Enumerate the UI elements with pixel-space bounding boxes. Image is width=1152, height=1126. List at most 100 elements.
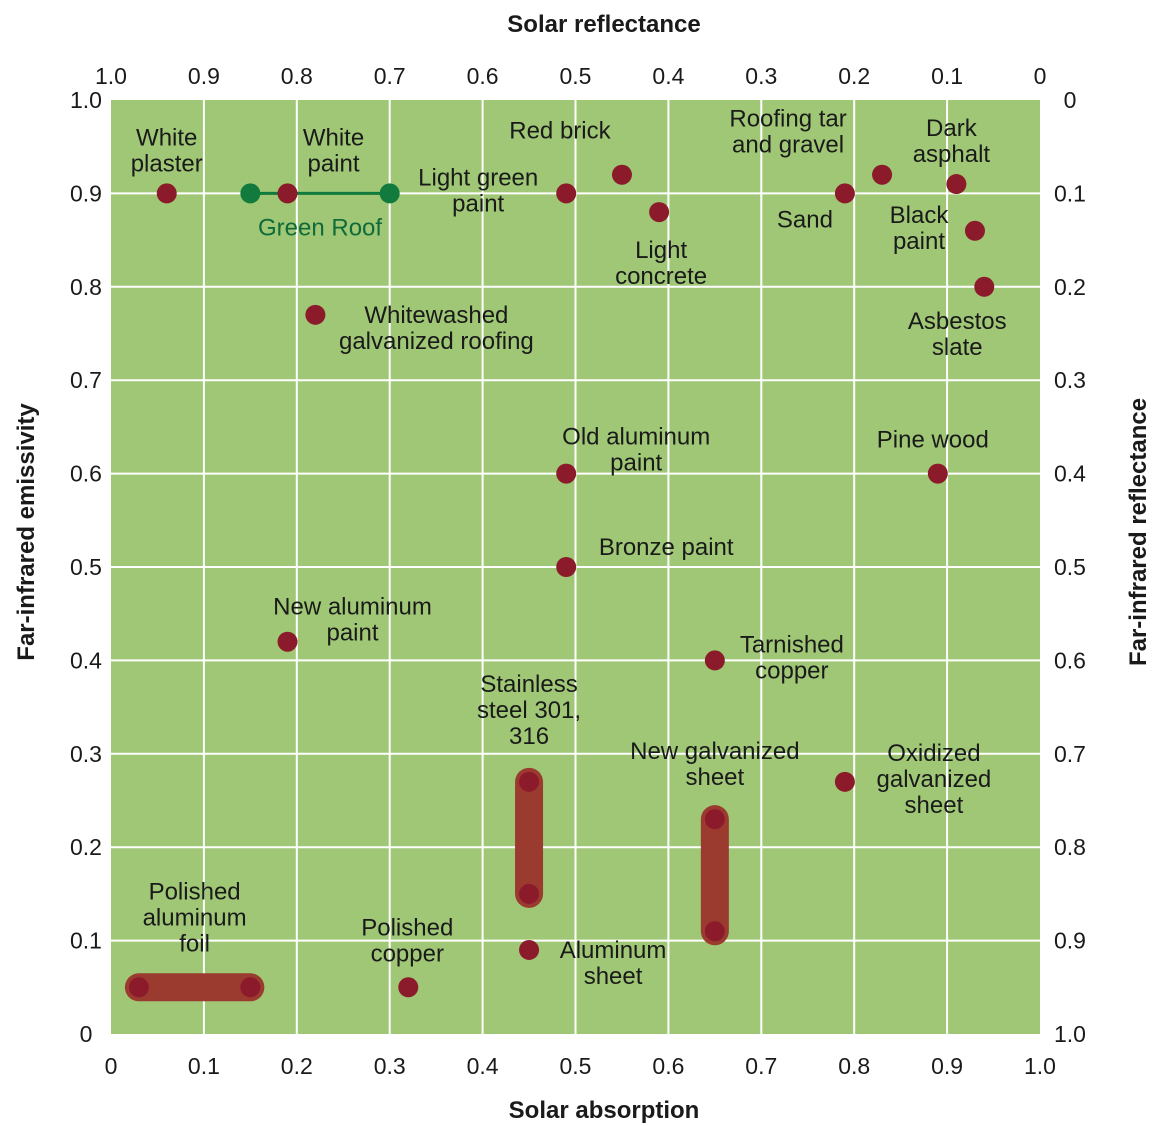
- y-tick-label: 0: [80, 1021, 93, 1047]
- point-label-line: 316: [509, 723, 549, 750]
- point-label-line: Roofing tar: [729, 106, 846, 133]
- point-label-line: Pine wood: [877, 427, 989, 454]
- point-label-line: paint: [326, 620, 378, 647]
- point-label-line: and gravel: [732, 132, 844, 159]
- data-point: [704, 650, 725, 671]
- top-tick-label: 0.8: [281, 63, 313, 89]
- data-point: [305, 304, 326, 325]
- point-label: White plaster: [131, 124, 203, 177]
- y-tick-label: 0.3: [70, 741, 102, 767]
- point-label-line: Oxidized: [887, 740, 980, 767]
- data-point: [964, 220, 985, 241]
- right-tick-label: 0.1: [1054, 180, 1086, 206]
- data-point: [277, 631, 298, 652]
- point-label-line: asphalt: [913, 141, 991, 168]
- x-tick-label: 0.6: [652, 1053, 684, 1079]
- point-label-line: steel 301,: [477, 697, 581, 724]
- x-tick-label: 0.9: [931, 1053, 963, 1079]
- y-tick-label: 0.4: [70, 647, 102, 673]
- point-label-line: paint: [452, 190, 504, 217]
- x-tick-label: 0.3: [374, 1053, 406, 1079]
- y-tick-label: 1.0: [70, 87, 102, 113]
- point-label-line: paint: [610, 450, 662, 477]
- data-points: [128, 164, 995, 998]
- x-tick-label: 1.0: [1024, 1053, 1056, 1079]
- data-point: [277, 183, 298, 204]
- point-label-line: slate: [932, 334, 983, 361]
- right-tick-label: 0.5: [1054, 554, 1086, 580]
- data-point: [649, 202, 670, 223]
- right-tick-label: 0.6: [1054, 647, 1086, 673]
- y-tick-label: 0.7: [70, 367, 102, 393]
- range-end-marker: [519, 771, 540, 792]
- point-label-line: Polished: [361, 914, 453, 941]
- point-label: Aluminum sheet: [560, 937, 667, 990]
- data-point: [872, 164, 893, 185]
- top-tick-label: 1.0: [95, 63, 127, 89]
- top-tick-label: 0.6: [467, 63, 499, 89]
- right-axis-title: Far-infrared reflectance: [1125, 398, 1152, 666]
- right-tick-label: 1.0: [1054, 1021, 1086, 1047]
- green-roof-marker: [240, 183, 261, 204]
- point-label: Bronze paint: [599, 534, 734, 561]
- top-tick-label: 0.9: [188, 63, 220, 89]
- y-tick-label: 0.2: [70, 834, 102, 860]
- y-tick-label: 0.1: [70, 928, 102, 954]
- point-label-line: Aluminum: [560, 937, 667, 964]
- point-label-line: foil: [179, 930, 210, 957]
- top-tick-label: 0.5: [560, 63, 592, 89]
- point-label: Oxidized galvanized sheet: [877, 740, 992, 819]
- range-end-marker: [519, 883, 540, 904]
- point-label-line: New aluminum: [273, 594, 432, 621]
- point-label-line: sheet: [584, 963, 643, 990]
- top-tick-label: 0.2: [838, 63, 870, 89]
- data-point: [946, 174, 967, 195]
- top-tick-label: 0.7: [374, 63, 406, 89]
- point-label-line: copper: [371, 940, 444, 967]
- x-tick-label: 0.2: [281, 1053, 313, 1079]
- data-point: [834, 183, 855, 204]
- tick-labels: 0 0.1 0.2 0.3 0.4 0.5 0.6 0.7 0.8 0.9 1.01.0 0.9 0.8…: [70, 63, 1086, 1079]
- point-label-line: Old aluminum: [562, 424, 710, 451]
- point-label: Tarnished copper: [740, 631, 844, 684]
- data-point: [611, 164, 632, 185]
- y-tick-label: 0.8: [70, 274, 102, 300]
- point-label-line: White: [303, 124, 364, 151]
- data-point: [556, 463, 577, 484]
- right-tick-label: 0.9: [1054, 928, 1086, 954]
- y-axis-title: Far-infrared emissivity: [13, 403, 40, 661]
- x-tick-label: 0: [105, 1053, 118, 1079]
- point-label-line: Stainless: [480, 671, 577, 698]
- top-tick-label: 0: [1034, 63, 1047, 89]
- x-tick-label: 0.8: [838, 1053, 870, 1079]
- top-tick-label: 0.1: [931, 63, 963, 89]
- point-label: Dark asphalt: [913, 115, 991, 168]
- x-tick-label: 0.7: [745, 1053, 777, 1079]
- x-axis-title: Solar absorption: [509, 1097, 700, 1124]
- point-label-line: Tarnished: [740, 631, 844, 658]
- data-point: [834, 771, 855, 792]
- range-bars: [124, 191, 729, 1002]
- data-point: [556, 183, 577, 204]
- point-label-line: sheet: [905, 792, 964, 819]
- x-tick-label: 0.4: [467, 1053, 499, 1079]
- point-label: Light concrete: [615, 237, 707, 290]
- top-tick-label: 0.3: [745, 63, 777, 89]
- point-label: Sand: [777, 206, 833, 233]
- point-label-line: concrete: [615, 263, 707, 290]
- top-axis-title: Solar reflectance: [507, 11, 700, 38]
- point-label: Old aluminum paint: [562, 424, 710, 477]
- y-tick-label: 0.5: [70, 554, 102, 580]
- point-label: Pine wood: [877, 427, 989, 454]
- point-label: Light green paint: [418, 164, 538, 217]
- data-point: [156, 183, 177, 204]
- point-label-line: Black: [890, 202, 950, 229]
- green-roof-label: Green Roof: [258, 214, 382, 241]
- right-tick-label: 0.2: [1054, 274, 1086, 300]
- point-label: Asbestos slate: [908, 308, 1007, 361]
- point-label-line: galvanized roofing: [339, 328, 534, 355]
- y-tick-label: 0.6: [70, 461, 102, 487]
- point-label: Polished copper: [361, 914, 453, 967]
- point-label-line: Light: [635, 237, 687, 264]
